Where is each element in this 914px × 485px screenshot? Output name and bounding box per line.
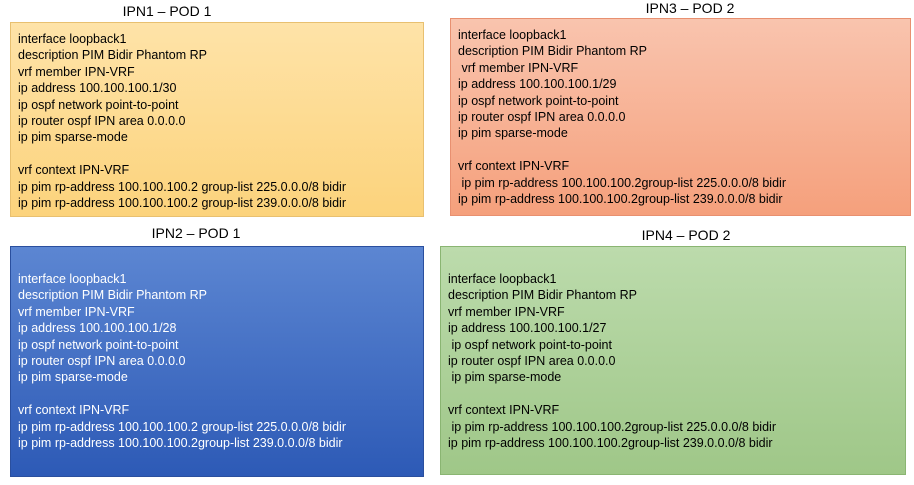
config-line: ip pim rp-address 100.100.100.2group-lis… [458,192,783,207]
config-line: vrf context IPN-VRF [18,403,130,418]
config-line: ip router ospf IPN area 0.0.0.0 [458,110,626,125]
config-line: ip ospf network point-to-point [448,337,612,352]
config-panel: interface loopback1 description PIM Bidir… [10,22,424,217]
config-line: ip pim rp-address 100.100.100.2 group-li… [18,179,346,194]
config-line: interface loopback1 [18,272,127,286]
config-line: ip pim rp-address 100.100.100.2group-lis… [448,419,776,434]
spacer [18,386,423,402]
config-line: vrf context IPN-VRF [448,403,560,418]
config-line: ip address 100.100.100.1/29 [458,77,617,92]
spacer [448,386,905,402]
config-line: interface loopback1 [18,32,127,46]
config-line: description PIM Bidir Phantom RP [18,48,207,63]
config-line: ip pim rp-address 100.100.100.2group-lis… [18,436,343,451]
config-line: vrf member IPN-VRF [448,304,565,319]
panel-title: IPN2 – POD 1 [151,225,241,241]
config-panel: interface loopback1 description PIM Bidir… [10,246,424,477]
config-line: ip pim rp-address 100.100.100.2 group-li… [18,419,346,434]
config-line: ip pim sparse-mode [18,130,128,145]
config-line: ip router ospf IPN area 0.0.0.0 [18,354,186,369]
config-line: ip pim rp-address 100.100.100.2group-lis… [448,436,773,451]
config-line: description PIM Bidir Phantom RP [18,288,207,303]
config-line: vrf context IPN-VRF [458,159,570,174]
config-line: description PIM Bidir Phantom RP [458,44,647,59]
config-panel: interface loopback1 description PIM Bidir… [450,18,911,216]
panel-title: IPN1 – POD 1 [122,3,212,19]
config-line: ip ospf network point-to-point [18,337,179,352]
config-line: ip pim sparse-mode [448,370,562,385]
spacer [458,142,910,158]
spacer [18,146,423,162]
config-line: ip router ospf IPN area 0.0.0.0 [448,354,616,369]
config-line: ip address 100.100.100.1/27 [448,321,607,336]
config-line: ip pim rp-address 100.100.100.2 group-li… [18,196,346,211]
config-line: ip pim sparse-mode [18,370,128,385]
config-line: ip router ospf IPN area 0.0.0.0 [18,114,186,129]
config-line: ip ospf network point-to-point [458,93,619,108]
config-line: ip pim rp-address 100.100.100.2group-lis… [458,175,786,190]
config-line: vrf context IPN-VRF [18,163,130,178]
config-line: interface loopback1 [458,28,567,42]
config-line: ip address 100.100.100.1/30 [18,81,177,96]
config-line: ip pim sparse-mode [458,126,568,141]
panel-title: IPN4 – POD 2 [641,227,731,243]
config-line: ip ospf network point-to-point [18,97,179,112]
panel-title: IPN3 – POD 2 [645,0,735,16]
config-line: vrf member IPN-VRF [18,64,135,79]
config-line: vrf member IPN-VRF [458,60,579,75]
config-line: ip address 100.100.100.1/28 [18,321,177,336]
config-line: vrf member IPN-VRF [18,304,135,319]
config-line: interface loopback1 [448,272,557,286]
config-line: description PIM Bidir Phantom RP [448,288,637,303]
config-panel: interface loopback1 description PIM Bidir… [440,246,906,475]
